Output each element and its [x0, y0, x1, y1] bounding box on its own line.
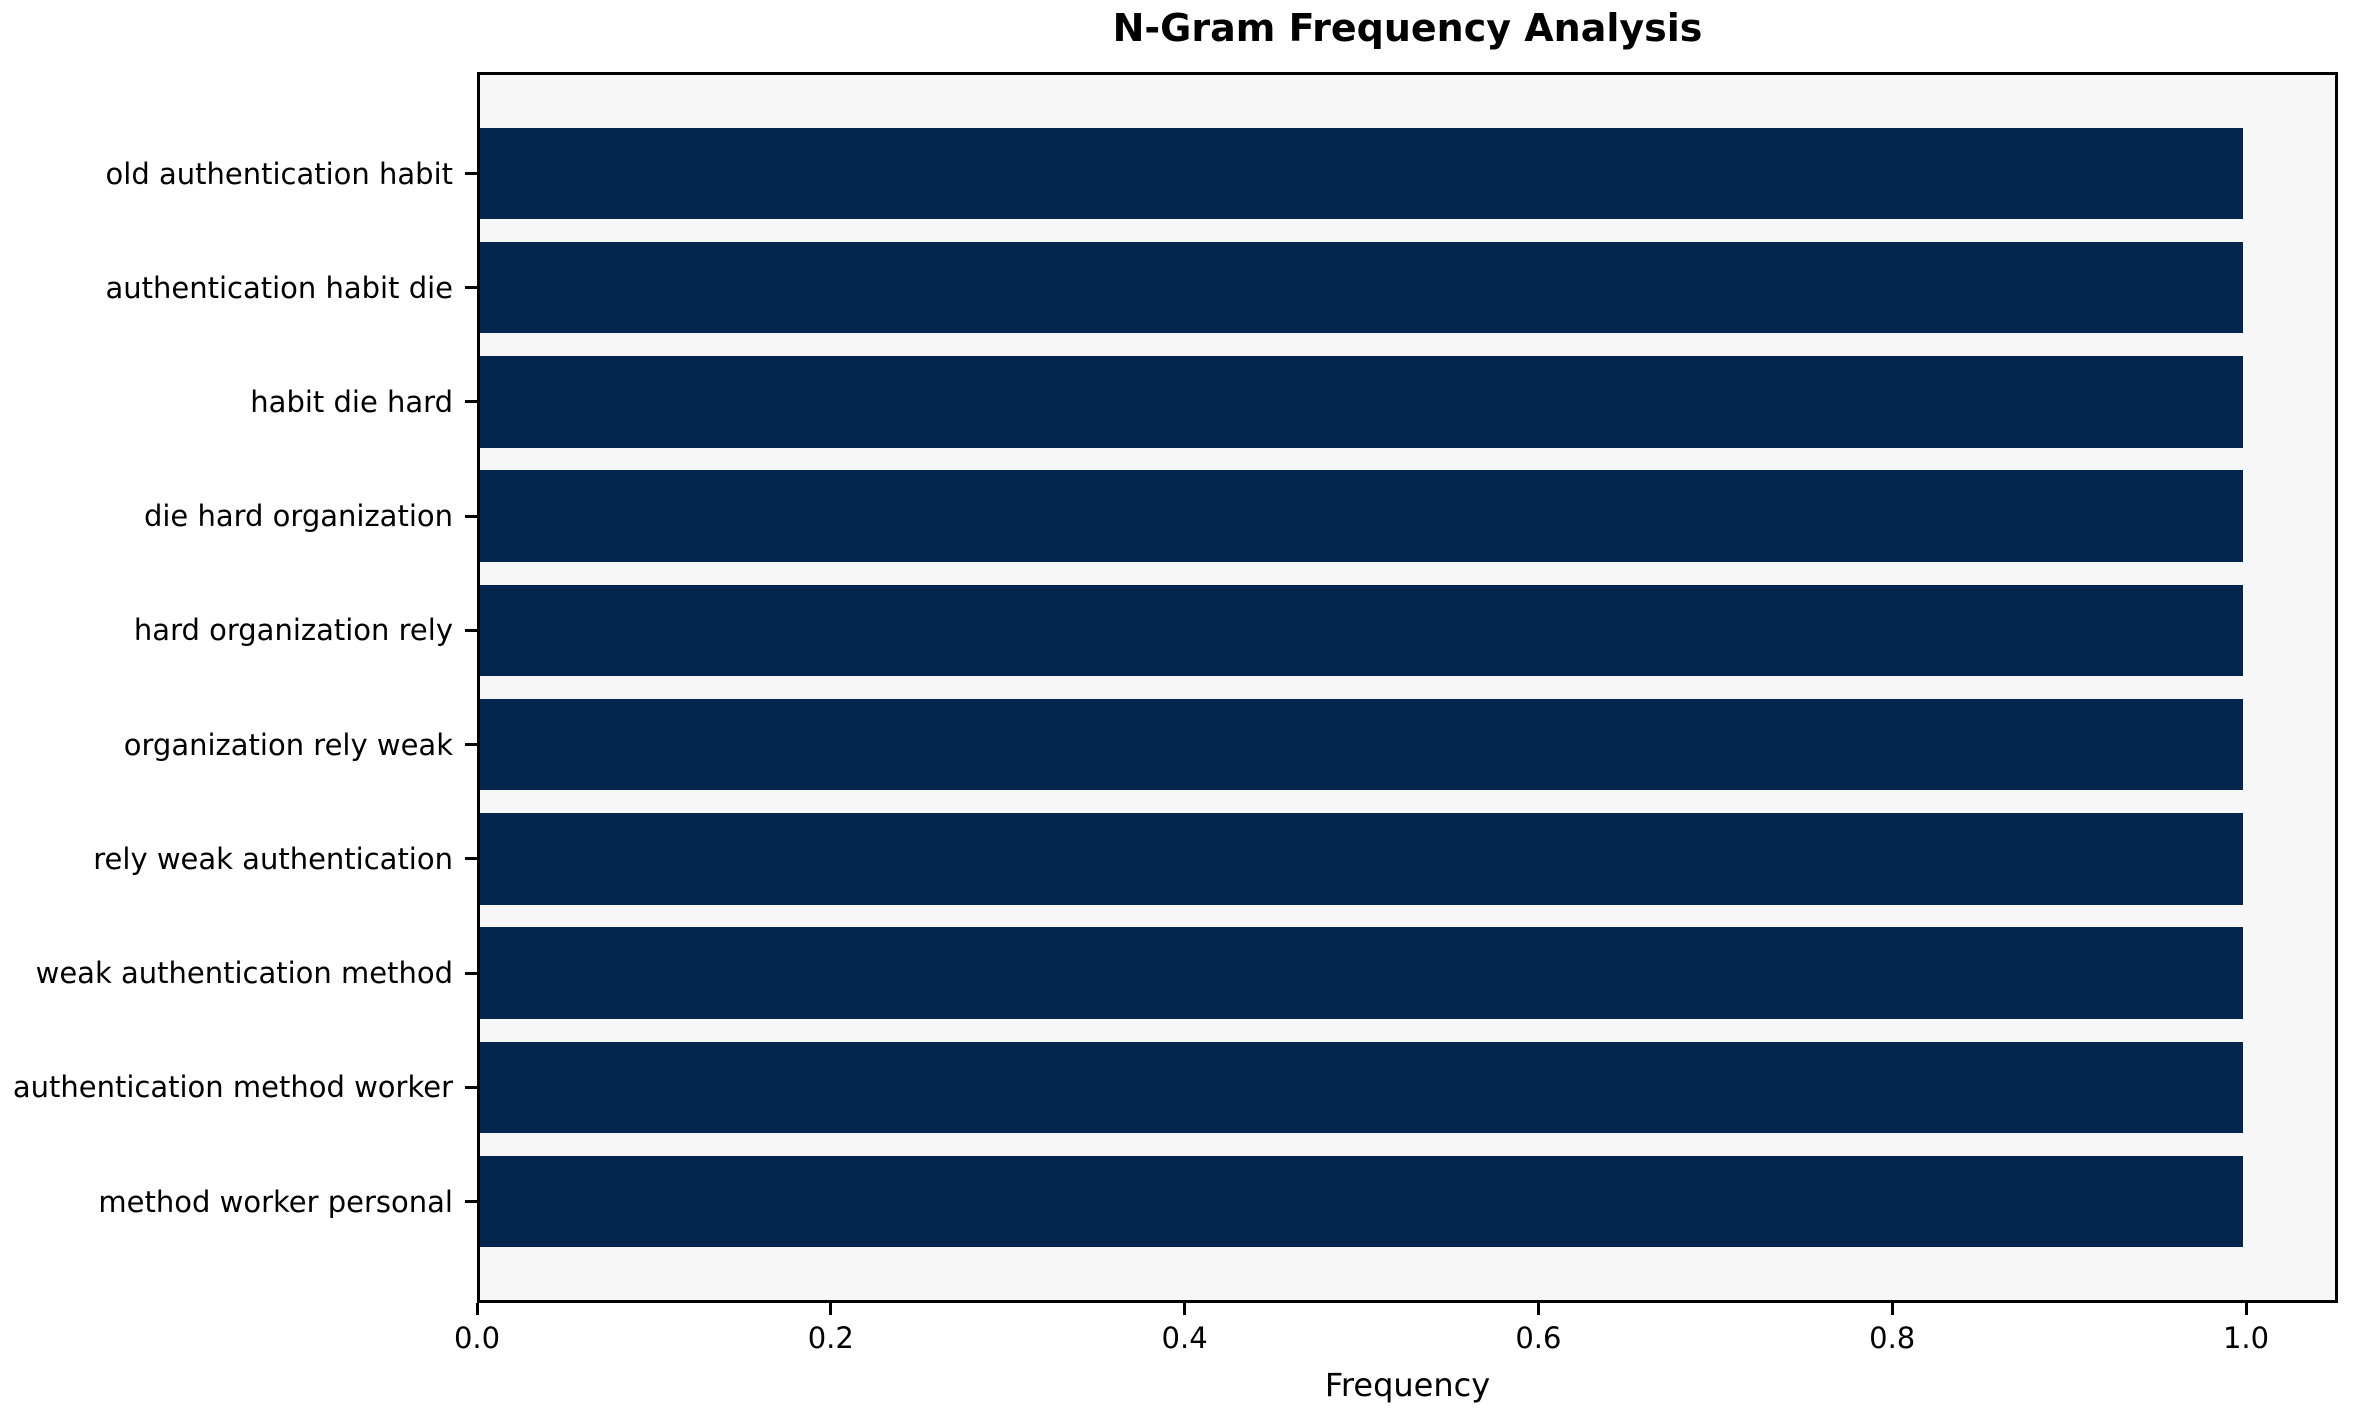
x-tick-mark: [1183, 1303, 1187, 1315]
y-tick-label: rely weak authentication: [93, 841, 453, 876]
y-tick-mark: [465, 400, 477, 404]
x-tick-label: 0.0: [453, 1321, 501, 1355]
y-tick-label: die hard organization: [143, 499, 453, 534]
bar: [480, 813, 2244, 905]
bar: [480, 584, 2244, 677]
y-tick-label: old authentication habit: [105, 156, 453, 191]
y-tick-mark: [465, 514, 477, 518]
x-tick-label: 0.4: [1161, 1321, 1208, 1355]
y-tick-mark: [465, 1200, 477, 1203]
bar: [480, 1155, 2244, 1248]
y-tick-mark: [465, 286, 477, 290]
y-tick-mark: [465, 971, 477, 975]
chart-title: N-Gram Frequency Analysis: [1112, 6, 1703, 50]
x-tick-mark: [1890, 1303, 1894, 1315]
y-tick-mark: [465, 172, 477, 175]
y-tick-label: authentication habit die: [105, 270, 453, 305]
x-tick-mark: [2244, 1303, 2248, 1315]
x-axis-label: Frequency: [1324, 1366, 1491, 1404]
bar: [480, 927, 2244, 1019]
bar: [480, 242, 2244, 334]
x-tick-mark: [1536, 1303, 1540, 1315]
bar: [480, 698, 2244, 791]
y-tick-label: habit die hard: [250, 384, 453, 419]
x-tick-label: 0.2: [807, 1321, 854, 1355]
y-tick-label: method worker personal: [98, 1184, 453, 1219]
y-tick-mark: [465, 743, 477, 747]
y-tick-label: organization rely weak: [123, 727, 453, 762]
y-tick-mark: [465, 628, 477, 632]
bar: [480, 1041, 2244, 1133]
bar: [480, 127, 2244, 220]
y-tick-label: authentication method worker: [12, 1070, 453, 1105]
y-tick-label: hard organization rely: [133, 613, 453, 648]
x-tick-label: 0.6: [1515, 1321, 1562, 1355]
x-tick-label: 1.0: [2222, 1321, 2270, 1355]
y-tick-mark: [465, 857, 477, 861]
x-tick-label: 0.8: [1869, 1321, 1916, 1355]
bar: [480, 470, 2244, 562]
bar: [480, 356, 2244, 448]
plot-area: [477, 72, 2338, 1303]
y-tick-mark: [465, 1085, 477, 1089]
x-tick-mark: [475, 1303, 479, 1315]
x-tick-mark: [829, 1303, 833, 1315]
y-tick-label: weak authentication method: [35, 956, 453, 991]
